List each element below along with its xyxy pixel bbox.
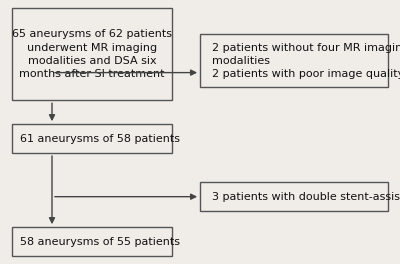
Text: 61 aneurysms of 58 patients: 61 aneurysms of 58 patients [20,134,180,144]
FancyBboxPatch shape [12,8,172,100]
Text: 3 patients with double stent-assisted: 3 patients with double stent-assisted [212,192,400,202]
Text: 65 aneurysms of 62 patients
underwent MR imaging
modalities and DSA six
months a: 65 aneurysms of 62 patients underwent MR… [12,29,172,79]
FancyBboxPatch shape [12,227,172,256]
FancyBboxPatch shape [200,182,388,211]
FancyBboxPatch shape [200,34,388,87]
FancyBboxPatch shape [12,124,172,153]
Text: 2 patients without four MR imaging
modalities
2 patients with poor image quality: 2 patients without four MR imaging modal… [212,43,400,79]
Text: 58 aneurysms of 55 patients: 58 aneurysms of 55 patients [20,237,180,247]
